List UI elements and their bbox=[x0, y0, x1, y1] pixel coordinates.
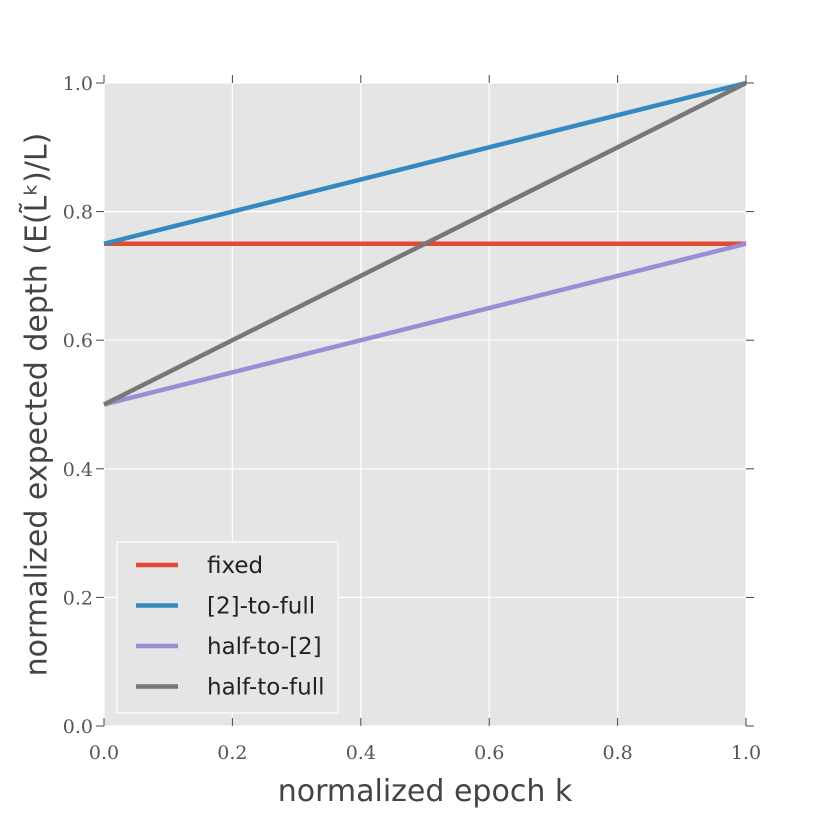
x-tick-label: 0.8 bbox=[602, 742, 632, 764]
x-axis-label: normalized epoch k bbox=[278, 774, 573, 809]
legend-label: [2]-to-full bbox=[207, 594, 315, 620]
series-line-half-to-2 bbox=[103, 241, 747, 407]
series bbox=[102, 80, 748, 407]
y-tick-label: 0.0 bbox=[63, 716, 93, 738]
legend-label: half-to-full bbox=[207, 675, 324, 701]
y-tick-label: 0.6 bbox=[63, 330, 93, 352]
x-tick-label: 0.2 bbox=[217, 742, 247, 764]
y-tick-label: 0.4 bbox=[63, 459, 93, 481]
series-line-half-to-full bbox=[102, 80, 748, 407]
y-tick-label: 0.2 bbox=[63, 587, 93, 609]
ticks: 0.0 0.2 0.4 0.6 0.8 1.0 0.0 0.2 0.4 0.6 0.8 1.0 bbox=[63, 73, 761, 764]
x-tick-label: 0.0 bbox=[89, 742, 119, 764]
legend-label: fixed bbox=[207, 553, 263, 579]
series-line-2-to-full bbox=[103, 80, 747, 246]
y-tick-label: 1.0 bbox=[63, 73, 93, 95]
x-tick-label: 1.0 bbox=[731, 742, 761, 764]
x-tick-label: 0.4 bbox=[346, 742, 376, 764]
legend-label: half-to-[2] bbox=[207, 634, 322, 660]
y-tick-label: 0.8 bbox=[63, 202, 93, 224]
x-tick-label: 0.6 bbox=[474, 742, 504, 764]
y-axis-label: normalized expected depth (E(L̃ᵏ)/L) bbox=[19, 133, 54, 677]
legend: fixed [2]-to-full half-to-[2] half-to-full bbox=[116, 541, 339, 714]
